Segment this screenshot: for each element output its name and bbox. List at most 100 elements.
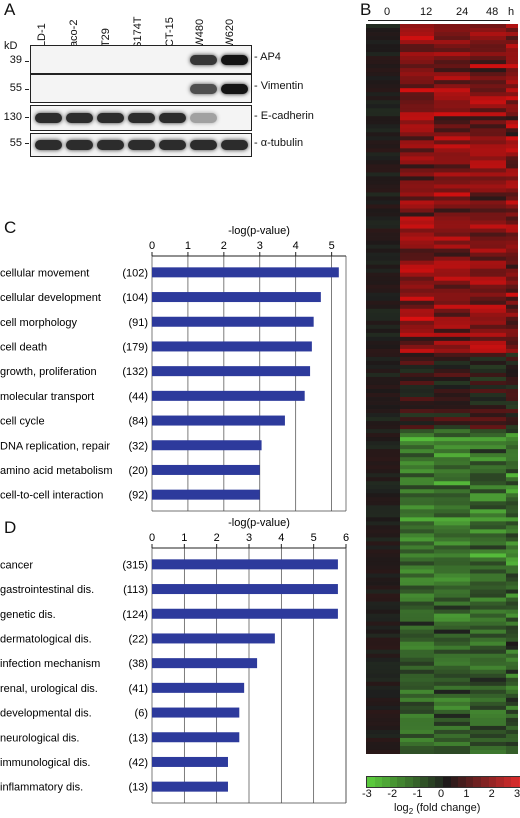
heatmap-cell	[470, 336, 506, 342]
heatmap-cell	[400, 533, 434, 538]
x-tick-label: 4	[293, 240, 299, 252]
heatmap-cell	[400, 384, 434, 390]
heatmap-cell	[400, 449, 434, 454]
heatmap-cell	[470, 304, 506, 310]
heatmap-cell	[366, 36, 400, 41]
heatmap-cell	[400, 340, 434, 346]
heatmap-cell	[400, 112, 434, 117]
heatmap-cell	[470, 104, 506, 109]
heatmap-cell	[506, 649, 518, 655]
heatmap-cell	[400, 537, 434, 542]
heatmap-cell	[434, 569, 470, 574]
heatmap-cell	[366, 120, 400, 125]
heatmap-cell	[366, 32, 400, 37]
heatmap-cell	[434, 481, 470, 486]
count-label: (179)	[122, 341, 148, 353]
heatmap-cell	[434, 292, 470, 298]
heatmap-cell	[400, 164, 434, 169]
count-label: (38)	[128, 658, 148, 670]
heatmap-cell	[400, 92, 434, 97]
heatmap-cell	[434, 384, 470, 390]
heatmap-cell	[400, 693, 434, 699]
heatmap-cell	[400, 517, 434, 522]
heatmap-cell	[400, 380, 434, 386]
heatmap-cell	[506, 104, 518, 109]
heatmap-cell	[434, 401, 470, 406]
heatmap-cell	[470, 248, 506, 254]
heatmap-cell	[470, 533, 506, 538]
heatmap-cell	[434, 689, 470, 695]
heatmap-cell	[470, 437, 506, 442]
heatmap-cell	[470, 328, 506, 334]
heatmap-cell	[434, 513, 470, 518]
heatmap-cell	[470, 292, 506, 298]
x-tick-label: 6	[343, 532, 349, 544]
bar	[152, 584, 338, 595]
heatmap-cell	[366, 292, 400, 298]
heatmap-cell	[470, 561, 506, 566]
heatmap-cell	[470, 717, 506, 723]
heatmap-cell	[366, 629, 400, 635]
heatmap-cell	[506, 236, 518, 241]
heatmap-cell	[434, 160, 470, 165]
blot-band	[221, 140, 248, 150]
heatmap-cell	[506, 641, 518, 647]
heatmap-cell	[366, 184, 400, 189]
heatmap-cell	[400, 705, 434, 711]
heatmap-cell	[506, 84, 518, 89]
heatmap-cell	[506, 685, 518, 691]
heatmap-cell	[506, 493, 518, 498]
blot-label-ap4: - AP4	[254, 51, 281, 63]
heatmap-cell	[470, 685, 506, 691]
heatmap-cell	[470, 260, 506, 266]
heatmap-cell	[366, 461, 400, 466]
blot-band	[97, 113, 124, 123]
heatmap-cell	[506, 437, 518, 442]
heatmap-cell	[366, 352, 400, 358]
heatmap-cell	[470, 140, 506, 145]
heatmap-cell	[506, 645, 518, 651]
heatmap-cell	[506, 304, 518, 310]
count-label: (315)	[122, 559, 148, 571]
heatmap-cell	[400, 545, 434, 550]
heatmap-cell	[506, 376, 518, 382]
heatmap-cell	[506, 669, 518, 675]
heatmap-cell	[470, 156, 506, 161]
heatmap-cell	[506, 577, 518, 582]
heatmap-cell	[366, 124, 400, 129]
heatmap-cell	[470, 517, 506, 522]
heatmap-cell	[400, 581, 434, 586]
bar	[152, 316, 314, 327]
heatmap-cell	[434, 324, 470, 330]
heatmap-cell	[470, 737, 506, 743]
heatmap-cell	[470, 701, 506, 707]
heatmap-cell	[400, 473, 434, 478]
heatmap-cell	[506, 340, 518, 346]
heatmap-cell	[366, 489, 400, 494]
heatmap-cell	[470, 364, 506, 370]
heatmap-cell	[366, 457, 400, 462]
count-label: (91)	[128, 317, 148, 329]
heatmap-cell	[506, 348, 518, 354]
heatmap-cell	[470, 605, 506, 610]
heatmap-cell	[366, 148, 400, 153]
heatmap-cell	[506, 697, 518, 703]
heatmap-cell	[506, 248, 518, 254]
bar-chart-d: -log(p-value) 0 1 2 3 4 5 6 cancer (315) gastroint…	[0, 517, 349, 804]
count-label: (32)	[128, 440, 148, 452]
heatmap-cell	[434, 565, 470, 570]
heatmap-cell	[366, 685, 400, 691]
heatmap-cell	[400, 284, 434, 290]
kd-marker: 55	[9, 82, 22, 94]
heatmap-cell	[506, 453, 518, 458]
heatmap-cell	[366, 505, 400, 510]
heatmap-cell	[366, 601, 400, 606]
heatmap-cell	[506, 409, 518, 414]
heatmap-cell	[434, 144, 470, 149]
heatmap-cell	[470, 481, 506, 486]
heatmap-cell	[434, 713, 470, 719]
heatmap-cell	[506, 200, 518, 205]
heatmap-cell	[366, 749, 400, 754]
heatmap-cell	[470, 585, 506, 590]
heatmap-cell	[434, 493, 470, 498]
